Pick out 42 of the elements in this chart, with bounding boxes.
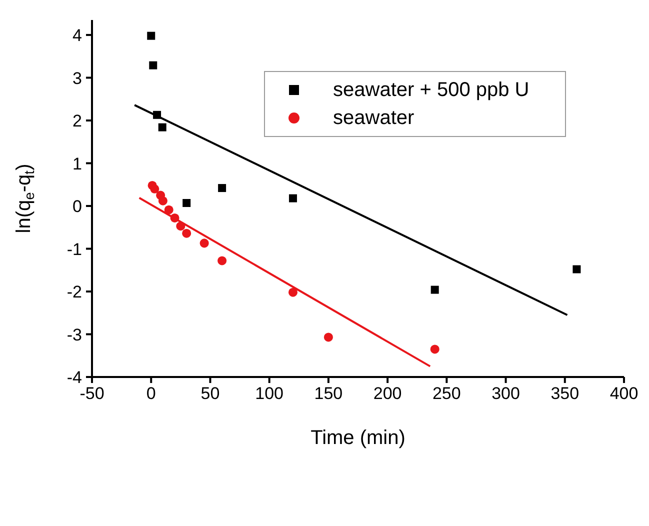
- point: [147, 32, 156, 40]
- point: [200, 238, 209, 248]
- x-tick-label: 100: [255, 384, 284, 404]
- y-tick-label: 4: [72, 26, 82, 45]
- point: [288, 288, 298, 297]
- point: [164, 205, 174, 214]
- y-tick-label: -2: [66, 282, 82, 302]
- point: [158, 123, 166, 132]
- point: [430, 344, 440, 354]
- x-tick-label: 300: [492, 384, 520, 404]
- y-tick-label: 2: [72, 112, 82, 131]
- x-tick-label: 150: [314, 384, 343, 404]
- point: [288, 194, 297, 202]
- y-tick-label: -4: [66, 368, 82, 388]
- x-tick-label: 0: [146, 384, 156, 404]
- point: [324, 332, 333, 342]
- y-tick-label: 3: [72, 68, 82, 88]
- y-tick-label: -3: [66, 325, 82, 344]
- point: [182, 228, 192, 238]
- point: [572, 265, 581, 274]
- y-tick-label: 1: [72, 154, 82, 174]
- legend-label: seawater + 500 ppb U: [333, 78, 530, 102]
- x-tick-label: 200: [373, 384, 402, 404]
- legend-label: seawater: [333, 106, 414, 130]
- x-tick-label: 400: [610, 384, 638, 404]
- point: [150, 184, 160, 194]
- point: [218, 184, 226, 192]
- point: [182, 198, 191, 207]
- point: [149, 61, 158, 70]
- x-tick-label: 350: [550, 384, 580, 404]
- point: [218, 256, 227, 266]
- point: [430, 286, 439, 294]
- x-tick-label: 50: [200, 384, 220, 404]
- x-tick-label: 250: [432, 384, 461, 404]
- point: [153, 110, 162, 119]
- point: [176, 222, 186, 231]
- y-tick-label: -1: [66, 240, 82, 259]
- point: [170, 213, 180, 222]
- y-tick-label: 0: [72, 197, 82, 216]
- x-tick-label: -50: [80, 384, 104, 404]
- x-axis-title: Time (min): [310, 427, 406, 449]
- point: [158, 196, 168, 206]
